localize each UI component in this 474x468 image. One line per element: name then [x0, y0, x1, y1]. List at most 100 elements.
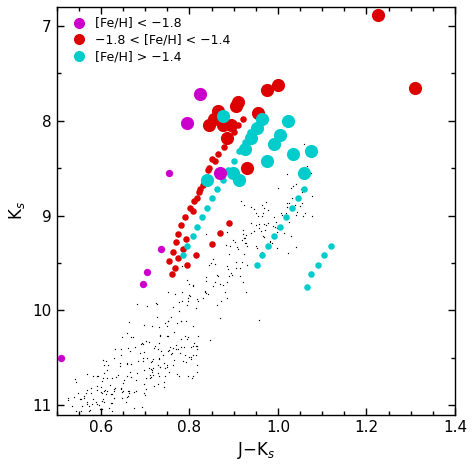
Point [178, 317, 185, 324]
Point [125, 319, 133, 326]
Point [104, 361, 111, 369]
Point [255, 225, 263, 232]
Point [162, 365, 169, 372]
Point [258, 115, 265, 123]
Point [301, 185, 308, 193]
Point [281, 229, 288, 236]
Point [259, 249, 266, 256]
Point [186, 204, 194, 212]
Point [156, 363, 164, 370]
Point [273, 244, 281, 252]
Point [78, 407, 85, 415]
Point [119, 388, 127, 395]
Point [156, 332, 164, 339]
Point [182, 235, 190, 243]
Point [307, 169, 314, 177]
Point [182, 358, 190, 366]
Point [167, 351, 174, 358]
Point [214, 108, 222, 115]
Point [247, 134, 255, 141]
Point [83, 387, 91, 394]
Point [211, 278, 219, 285]
Point [240, 201, 248, 208]
Point [145, 338, 153, 345]
Point [161, 378, 168, 385]
Point [213, 302, 221, 309]
Point [223, 134, 231, 141]
Point [276, 131, 284, 139]
Point [213, 185, 220, 193]
Point [241, 239, 249, 246]
Point [241, 138, 248, 146]
Point [100, 386, 108, 394]
Point [111, 384, 119, 392]
Point [107, 400, 115, 407]
Point [125, 392, 132, 400]
Point [224, 228, 231, 235]
Point [174, 345, 182, 353]
Point [185, 291, 193, 299]
Point [266, 243, 273, 251]
Point [100, 398, 108, 406]
Point [162, 373, 169, 380]
Point [130, 404, 137, 411]
Point [230, 157, 237, 164]
Point [327, 242, 335, 249]
Point [143, 302, 150, 309]
Point [179, 245, 187, 252]
Point [171, 357, 178, 364]
Point [96, 405, 103, 413]
Point [255, 316, 263, 323]
Point [143, 354, 150, 362]
Point [156, 363, 164, 371]
Point [152, 300, 160, 307]
Point [298, 188, 306, 196]
Point [289, 182, 297, 190]
Point [264, 242, 272, 249]
Point [252, 221, 260, 228]
Point [131, 344, 138, 351]
Point [126, 368, 133, 375]
Point [168, 271, 175, 278]
Point [153, 314, 160, 321]
Point [145, 364, 153, 372]
Point [124, 344, 132, 352]
Point [109, 407, 116, 415]
Point [183, 119, 191, 126]
Point [135, 357, 142, 364]
Point [229, 236, 237, 244]
Point [202, 290, 210, 297]
Point [164, 333, 172, 340]
Point [225, 250, 233, 258]
Point [320, 252, 328, 259]
Point [165, 369, 173, 376]
Y-axis label: K$_s$: K$_s$ [7, 201, 27, 220]
Point [110, 387, 118, 395]
Point [227, 242, 234, 250]
Point [283, 199, 291, 207]
Point [166, 169, 173, 176]
Point [169, 361, 177, 369]
Point [263, 87, 271, 94]
Point [189, 207, 197, 214]
Point [193, 345, 201, 353]
Point [159, 351, 167, 358]
Point [106, 381, 113, 389]
Point [259, 252, 266, 259]
Point [176, 349, 184, 357]
Point [203, 176, 211, 183]
Point [171, 291, 179, 298]
Point [97, 383, 105, 391]
Point [286, 199, 293, 206]
Point [240, 234, 248, 242]
Point [284, 117, 292, 124]
Point [234, 122, 242, 129]
Point [411, 84, 419, 91]
Point [228, 271, 236, 279]
Point [72, 378, 79, 386]
Point [292, 201, 299, 208]
Point [175, 299, 182, 306]
Point [263, 221, 270, 229]
Point [194, 332, 201, 340]
Point [123, 372, 131, 380]
